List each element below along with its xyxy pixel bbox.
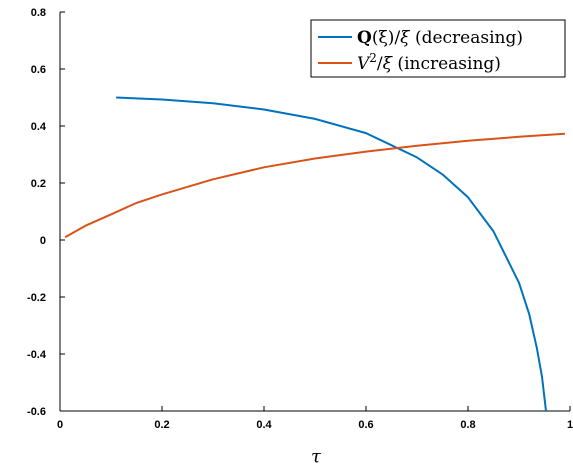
y-tick-label: 0.2 [31, 178, 46, 190]
x-axis-label: τ [311, 446, 322, 467]
x-tick-label: 0.8 [460, 419, 475, 431]
legend-label-series-2-suffix: (increasing) [392, 54, 501, 74]
legend-box [310, 19, 566, 78]
legend-label-series-2: V2/ξ (increasing) [357, 51, 501, 74]
y-tick-label: 0.6 [31, 64, 46, 76]
y-tick-label: 0.4 [31, 121, 47, 133]
legend-label-series-2-mid: / [377, 54, 383, 74]
y-tick-label: -0.2 [27, 292, 46, 304]
legend-label-series-2-math2: ξ [383, 54, 394, 74]
legend-label-series-1-math: ξ [400, 28, 411, 48]
x-tick-label: 0.6 [358, 419, 373, 431]
legend-label-series-1: Q(ξ)/ξ (decreasing) [357, 28, 523, 48]
series-group [64, 96, 565, 412]
series-line-1 [116, 96, 547, 412]
legend-label-series-1-bold: Q [357, 28, 372, 48]
x-tick-label: 0.2 [154, 419, 169, 431]
legend-label-series-2-sup: 2 [369, 51, 377, 65]
legend-label-series-1-mid: (ξ)/ [372, 28, 401, 48]
legend: Q(ξ)/ξ (decreasing) V2/ξ (increasing) [310, 19, 566, 78]
y-tick-label: 0 [40, 235, 46, 247]
x-tick-label: 1 [567, 419, 573, 431]
legend-label-series-1-suffix: (decreasing) [410, 28, 523, 48]
x-tick-label: 0 [57, 419, 63, 431]
y-tick-label: -0.6 [27, 406, 46, 418]
legend-label-series-2-math: V [357, 54, 371, 74]
y-tick-label: 0.8 [31, 7, 46, 19]
series-line-2 [64, 132, 565, 239]
x-tick-label: 0.4 [256, 419, 272, 431]
y-tick-label: -0.4 [27, 349, 47, 361]
axes: 0 0.2 0.4 0.6 0.8 1 -0.6 -0.4 -0.2 0 0.2 0.4 0.6 0.8 [27, 7, 573, 431]
